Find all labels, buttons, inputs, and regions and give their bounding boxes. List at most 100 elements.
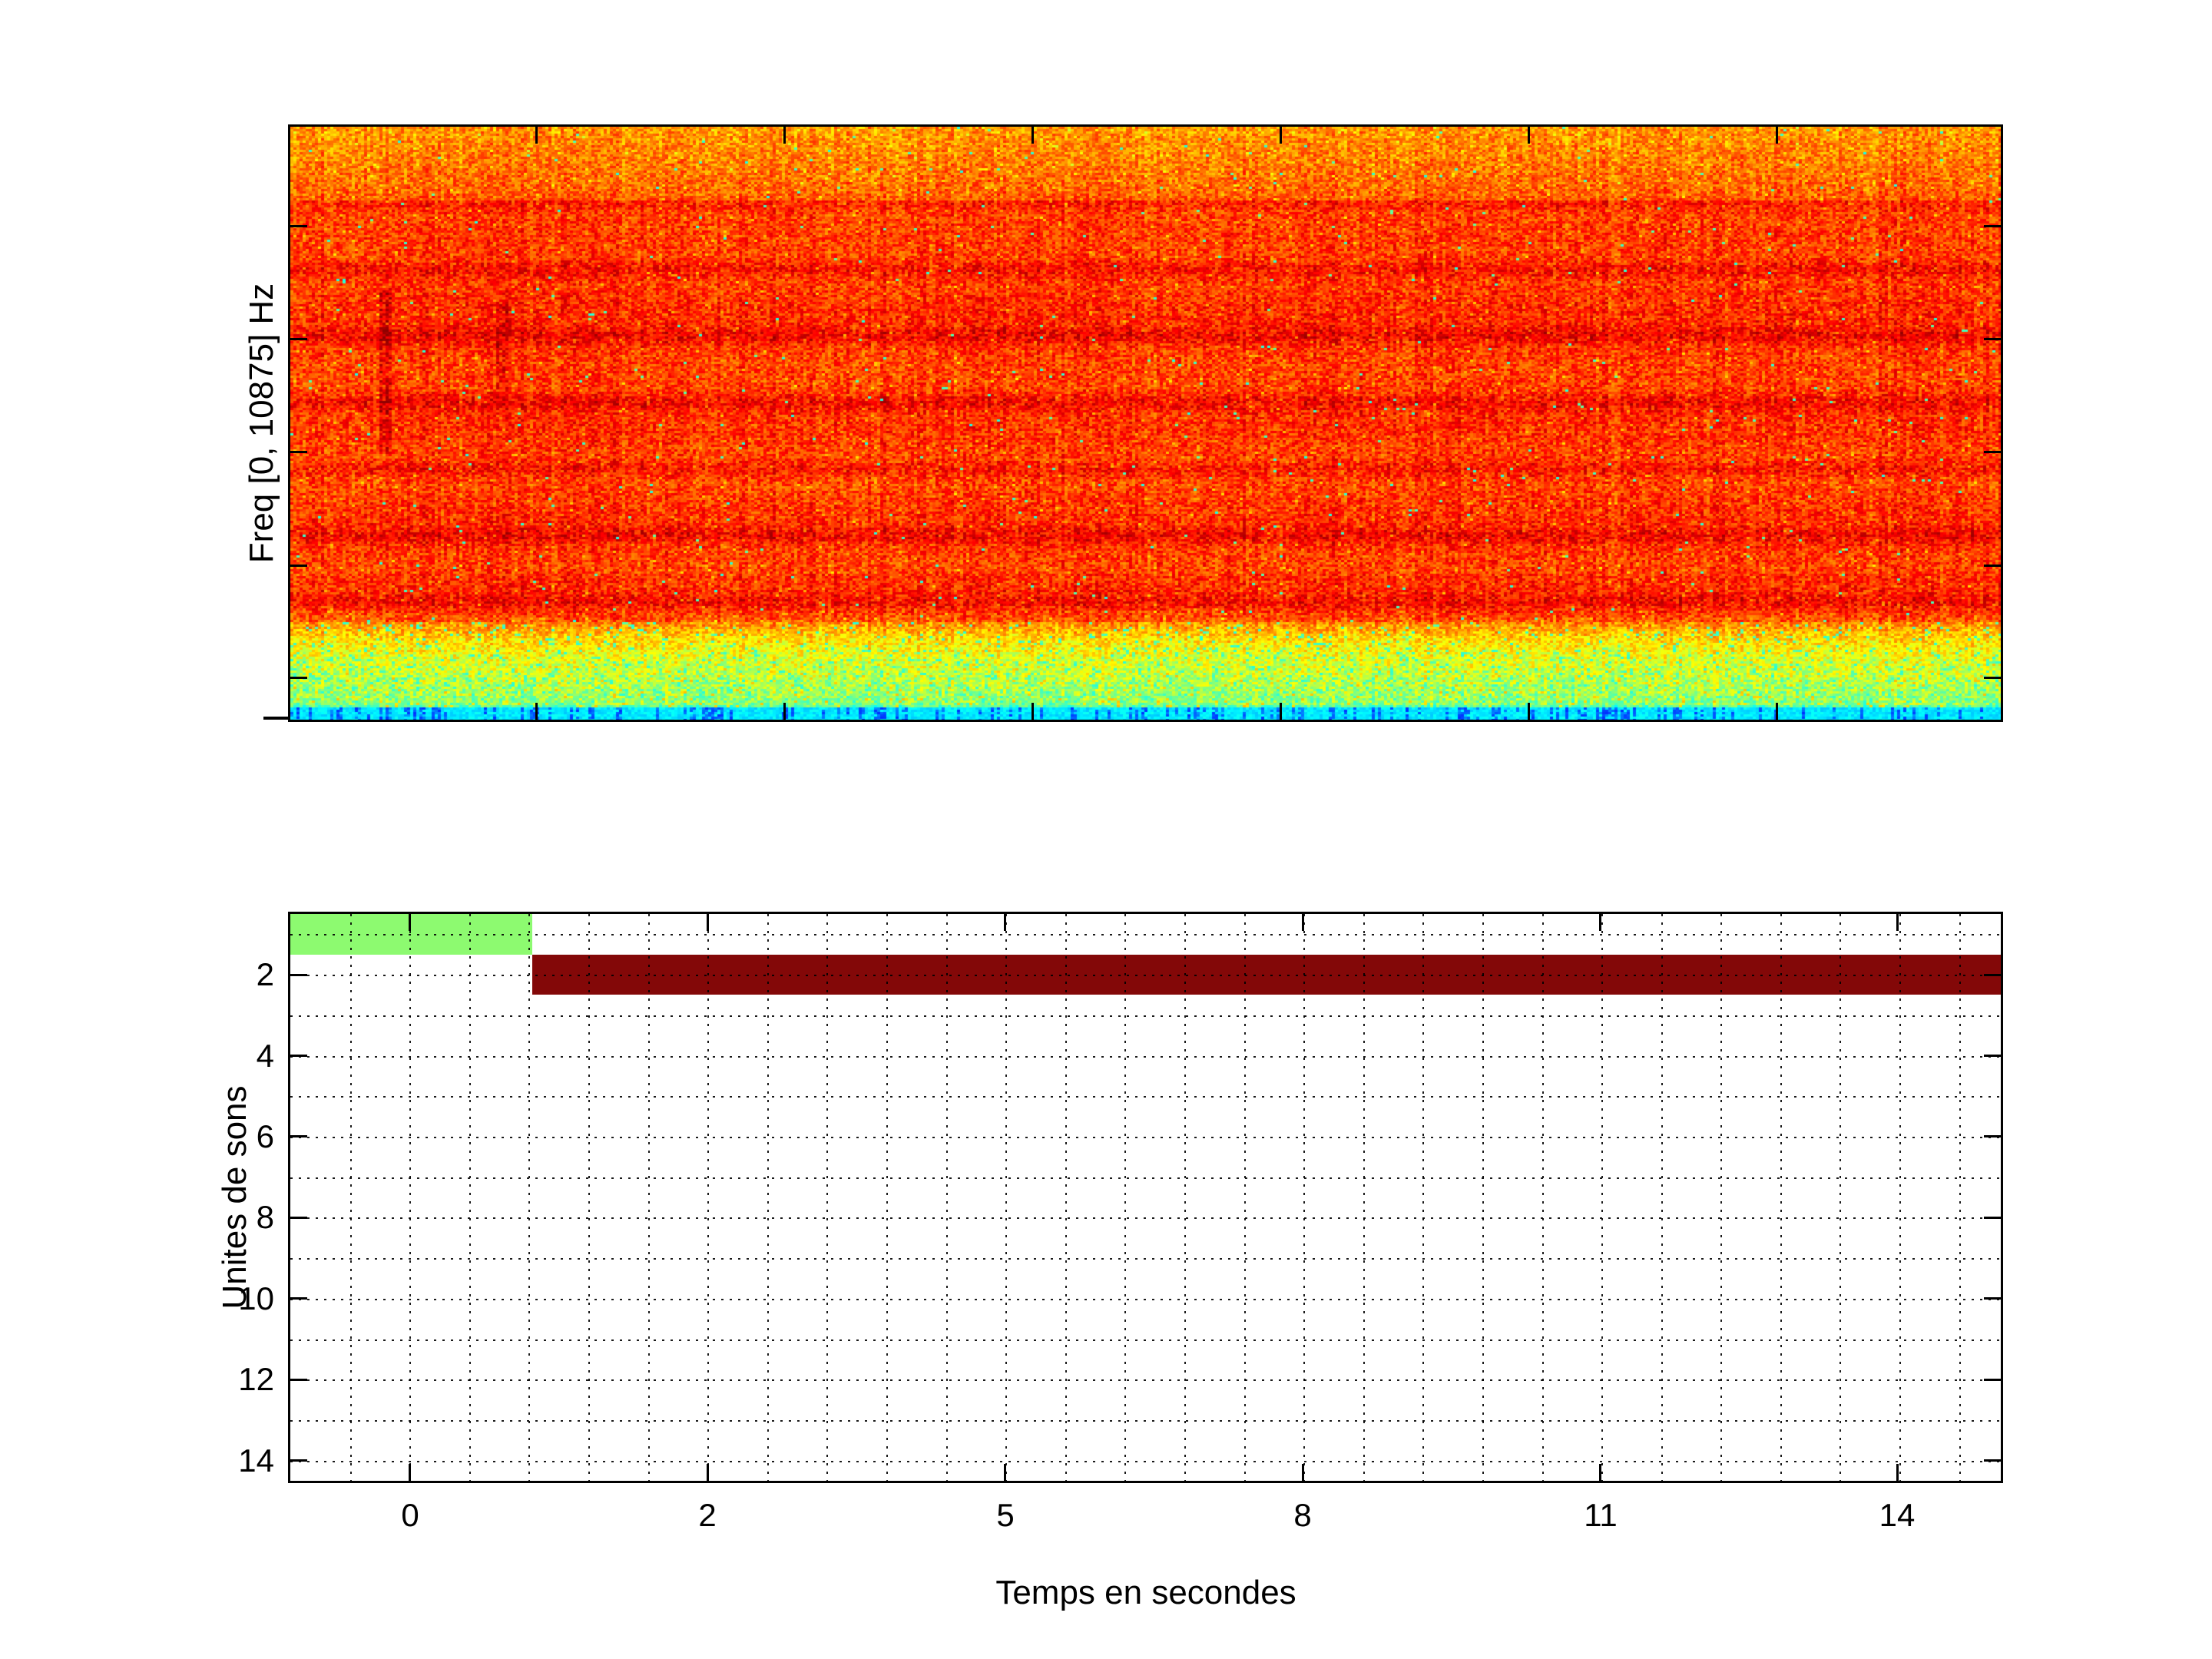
y-tick-label-10: 10 xyxy=(238,1280,274,1316)
x-tick-label-5: 5 xyxy=(996,1497,1015,1533)
axis-tick xyxy=(290,974,307,976)
axis-tick xyxy=(535,127,538,144)
gridline-vertical xyxy=(767,914,769,1481)
axis-tick xyxy=(1984,338,2001,340)
gridline-vertical xyxy=(1005,914,1007,1481)
axis-tick xyxy=(290,1379,307,1381)
axis-tick xyxy=(290,451,307,453)
axis-tick xyxy=(1984,1055,2001,1057)
axis-tick xyxy=(1031,703,1034,720)
gridline-horizontal xyxy=(290,1339,2001,1341)
axis-tick xyxy=(290,677,307,679)
gridline-vertical xyxy=(409,914,411,1481)
axis-tick xyxy=(1776,127,1778,144)
gridline-vertical xyxy=(1363,914,1365,1481)
y-tick-label-14: 14 xyxy=(238,1442,274,1479)
axis-tick xyxy=(1984,451,2001,453)
axis-tick xyxy=(1984,1297,2001,1300)
gridline-vertical xyxy=(1422,914,1424,1481)
axis-tick xyxy=(1984,1135,2001,1137)
gridline-horizontal xyxy=(290,1217,2001,1219)
axis-tick xyxy=(707,1464,709,1481)
gridline-vertical xyxy=(588,914,590,1481)
axis-tick xyxy=(1896,914,1899,931)
axis-tick xyxy=(1984,565,2001,567)
axis-tick xyxy=(1776,703,1778,720)
spectrogram-corner-tick xyxy=(263,717,288,720)
gridline-horizontal xyxy=(290,1461,2001,1462)
x-tick-label-14: 14 xyxy=(1879,1497,1916,1533)
axis-tick xyxy=(409,914,411,931)
gridline-horizontal xyxy=(290,1015,2001,1017)
axis-tick xyxy=(1280,127,1282,144)
gridline-vertical xyxy=(528,914,530,1481)
gridline-vertical xyxy=(1601,914,1603,1481)
gridline-vertical xyxy=(886,914,888,1481)
axis-tick xyxy=(1302,914,1304,931)
axis-tick xyxy=(1302,1464,1304,1481)
gridline-horizontal xyxy=(290,934,2001,935)
y-tick-label-6: 6 xyxy=(256,1118,274,1154)
units-ylabel: Unites de sons xyxy=(216,1085,253,1310)
axis-tick xyxy=(290,225,307,227)
y-tick-label-2: 2 xyxy=(256,956,274,992)
gridline-horizontal xyxy=(290,1258,2001,1260)
axis-tick xyxy=(290,1459,307,1462)
gridline-vertical xyxy=(1661,914,1663,1481)
gridline-horizontal xyxy=(290,1177,2001,1179)
gridline-vertical xyxy=(1839,914,1841,1481)
units-plot xyxy=(288,912,2003,1483)
axis-tick xyxy=(1031,127,1034,144)
gridline-vertical xyxy=(1244,914,1246,1481)
axis-tick xyxy=(290,1055,307,1057)
axis-tick xyxy=(1984,1459,2001,1462)
spectrogram-ylabel: Freq [0, 10875] Hz xyxy=(243,283,280,564)
axis-tick xyxy=(1984,677,2001,679)
axis-tick xyxy=(535,703,538,720)
axis-tick xyxy=(1984,974,2001,976)
gridline-vertical xyxy=(946,914,948,1481)
gridline-vertical xyxy=(1542,914,1544,1481)
axis-tick xyxy=(1599,1464,1601,1481)
spectrogram-plot xyxy=(288,124,2003,722)
gridline-vertical xyxy=(1065,914,1067,1481)
gridline-horizontal xyxy=(290,1420,2001,1422)
axis-tick xyxy=(1599,914,1601,931)
axis-tick xyxy=(1528,703,1530,720)
gridline-horizontal xyxy=(290,1299,2001,1300)
axis-tick xyxy=(290,1135,307,1137)
x-tick-label-11: 11 xyxy=(1584,1497,1618,1533)
gridline-vertical xyxy=(1959,914,1961,1481)
axis-tick xyxy=(1004,914,1006,931)
y-tick-label-4: 4 xyxy=(256,1038,274,1074)
gridline-horizontal xyxy=(290,975,2001,976)
gridline-vertical xyxy=(1184,914,1186,1481)
x-tick-label-2: 2 xyxy=(698,1497,717,1533)
gridline-vertical xyxy=(707,914,709,1481)
axis-tick xyxy=(290,338,307,340)
gridline-horizontal xyxy=(290,1379,2001,1381)
axis-tick xyxy=(1528,127,1530,144)
x-tick-label-0: 0 xyxy=(401,1497,419,1533)
axis-tick xyxy=(409,1464,411,1481)
gridline-vertical xyxy=(469,914,471,1481)
axis-tick xyxy=(1896,1464,1899,1481)
axis-tick xyxy=(707,914,709,931)
axis-tick xyxy=(290,1217,307,1219)
axis-tick xyxy=(290,1297,307,1300)
axis-tick xyxy=(1004,1464,1006,1481)
y-tick-label-8: 8 xyxy=(256,1199,274,1235)
gridline-vertical xyxy=(1720,914,1722,1481)
gridline-vertical xyxy=(1124,914,1126,1481)
gridline-horizontal xyxy=(290,1137,2001,1138)
x-tick-label-8: 8 xyxy=(1293,1497,1312,1533)
axis-tick xyxy=(783,703,786,720)
axis-tick xyxy=(1280,703,1282,720)
gridline-vertical xyxy=(1303,914,1305,1481)
gridline-vertical xyxy=(350,914,352,1481)
gridline-vertical xyxy=(826,914,828,1481)
gridline-horizontal xyxy=(290,1056,2001,1058)
gridline-vertical xyxy=(1780,914,1782,1481)
y-tick-label-12: 12 xyxy=(238,1361,274,1397)
gridline-vertical xyxy=(1899,914,1901,1481)
